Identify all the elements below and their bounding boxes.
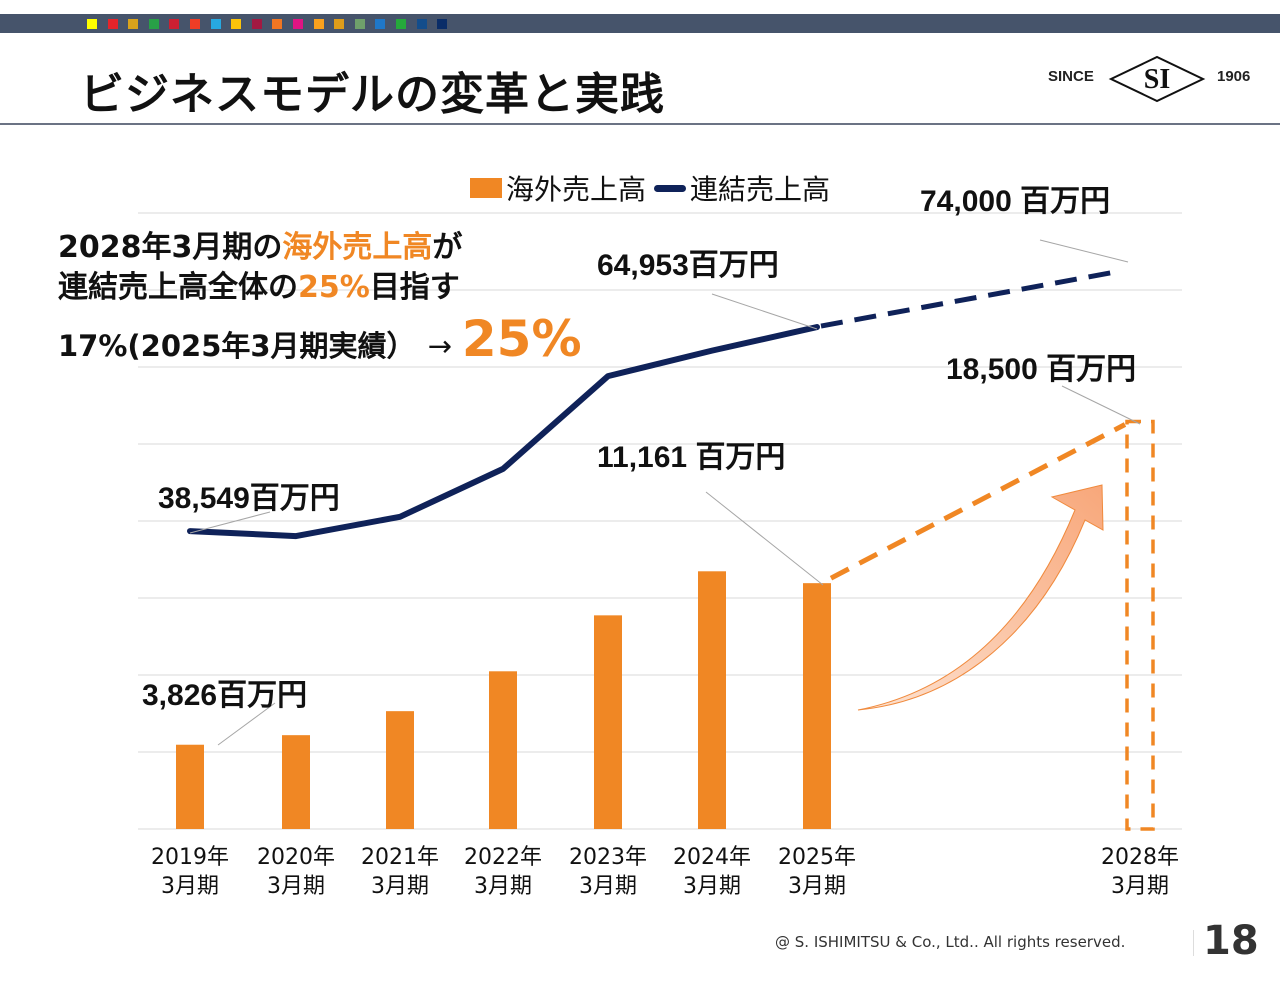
x-tick-label: 2028年 3月期	[1085, 843, 1195, 901]
x-tick-year: 2023年	[569, 845, 647, 870]
annotation-highlight-large: 25%	[461, 310, 582, 368]
data-label-consolidated-2019: 38,549百万円	[158, 482, 340, 515]
color-square	[148, 19, 159, 29]
data-label-overseas-2028: 18,500 百万円	[946, 353, 1137, 386]
page-number-divider	[1193, 930, 1194, 956]
leader-line	[1039, 239, 1129, 263]
x-tick-label: 2023年 3月期	[553, 843, 663, 901]
color-square	[416, 19, 427, 29]
data-label-overseas-2019: 3,826百万円	[142, 679, 308, 712]
leader-line	[711, 293, 818, 330]
bar-2019年3月期	[176, 744, 204, 829]
color-square	[437, 19, 448, 29]
annotation-text: 目指す	[369, 270, 460, 305]
data-label-overseas-2025: 11,161 百万円	[597, 441, 786, 474]
bar-2024年3月期	[698, 571, 726, 829]
bar-2023年3月期	[594, 615, 622, 829]
annotation-line-3: 17%(2025年3月期実績） → 25%	[58, 310, 582, 368]
color-square	[334, 19, 345, 29]
bar-2025年3月期	[803, 583, 831, 829]
color-square	[354, 19, 365, 29]
page-number: 18	[1203, 918, 1259, 964]
annotation-highlight: 25%	[298, 270, 370, 305]
copyright-text: @ S. ISHIMITSU & Co., Ltd.. All rights r…	[775, 933, 1126, 951]
annotation-line-2: 連結売上高全体の25%目指す	[58, 262, 460, 306]
bar-2020年3月期	[282, 735, 310, 829]
x-tick-label: 2020年 3月期	[241, 843, 351, 901]
color-square	[128, 19, 139, 29]
x-tick-year: 2021年	[361, 845, 439, 870]
color-square	[107, 19, 118, 29]
color-square	[375, 19, 386, 29]
x-tick-label: 2021年 3月期	[345, 843, 455, 901]
x-tick-year: 2028年	[1101, 845, 1179, 870]
color-square	[169, 19, 180, 29]
chart-legend: 海外売上高 連結売上高	[470, 168, 830, 208]
color-square	[87, 19, 97, 29]
x-tick-year: 2020年	[257, 845, 335, 870]
leader-line	[1061, 385, 1141, 425]
x-tick-period: 3月期	[161, 874, 219, 899]
color-square	[293, 19, 303, 29]
x-tick-period: 3月期	[371, 874, 429, 899]
data-label-consolidated-2025: 64,953百万円	[597, 249, 779, 282]
x-tick-period: 3月期	[474, 874, 532, 899]
x-tick-year: 2024年	[673, 845, 751, 870]
leader-line	[217, 702, 276, 746]
color-square	[231, 19, 242, 29]
x-tick-period: 3月期	[579, 874, 637, 899]
legend-bar-swatch	[470, 178, 502, 198]
curved-growth-arrow-icon	[857, 484, 1104, 711]
arrow-right-icon: →	[427, 329, 452, 363]
logo-mark: SI	[1144, 64, 1170, 95]
x-tick-label: 2022年 3月期	[448, 843, 558, 901]
x-tick-period: 3月期	[1111, 874, 1169, 899]
annotation-text: 2028年3月期の	[58, 230, 283, 265]
bar-2022年3月期	[489, 671, 517, 829]
annotation-text: が	[432, 230, 463, 265]
page-title: ビジネスモデルの変革と実践	[80, 69, 665, 120]
legend-label-consolidated: 連結売上高	[690, 173, 831, 206]
color-square	[210, 19, 221, 29]
color-square	[313, 19, 324, 29]
annotation-text: 17%(2025年3月期実績）	[58, 329, 416, 363]
logo-year: 1906	[1217, 68, 1251, 85]
annotation-line-1: 2028年3月期の海外売上高が	[58, 222, 462, 266]
header-divider	[0, 123, 1280, 125]
legend-label-overseas: 海外売上高	[506, 173, 647, 206]
x-tick-year: 2022年	[464, 845, 542, 870]
color-square	[396, 19, 406, 29]
target-bar-2028	[1125, 419, 1155, 831]
x-tick-year: 2025年	[778, 845, 856, 870]
bar-2021年3月期	[386, 711, 414, 829]
data-label-consolidated-2028: 74,000 百万円	[920, 185, 1111, 218]
logo-since: SINCE	[1048, 68, 1094, 85]
overseas-projection-line	[829, 422, 1127, 581]
top-color-bar	[0, 14, 1280, 33]
x-tick-period: 3月期	[683, 874, 741, 899]
x-tick-period: 3月期	[788, 874, 846, 899]
x-tick-label: 2025年 3月期	[762, 843, 872, 901]
company-logo: SINCE SI 1906	[1045, 55, 1260, 103]
color-square	[272, 19, 283, 29]
annotation-highlight: 海外売上高	[282, 230, 433, 265]
legend-line-swatch	[654, 184, 687, 192]
color-square	[251, 19, 262, 29]
annotation-text: 連結売上高全体の	[58, 270, 298, 305]
x-tick-label: 2024年 3月期	[657, 843, 767, 901]
color-square	[190, 19, 200, 29]
x-tick-year: 2019年	[151, 845, 229, 870]
logo-diamond-icon: SI	[1108, 55, 1206, 103]
leader-line	[189, 511, 271, 534]
consolidated-projection-line	[820, 268, 1121, 329]
x-tick-label: 2019年 3月期	[135, 843, 245, 901]
leader-line	[705, 491, 824, 586]
x-tick-period: 3月期	[267, 874, 325, 899]
